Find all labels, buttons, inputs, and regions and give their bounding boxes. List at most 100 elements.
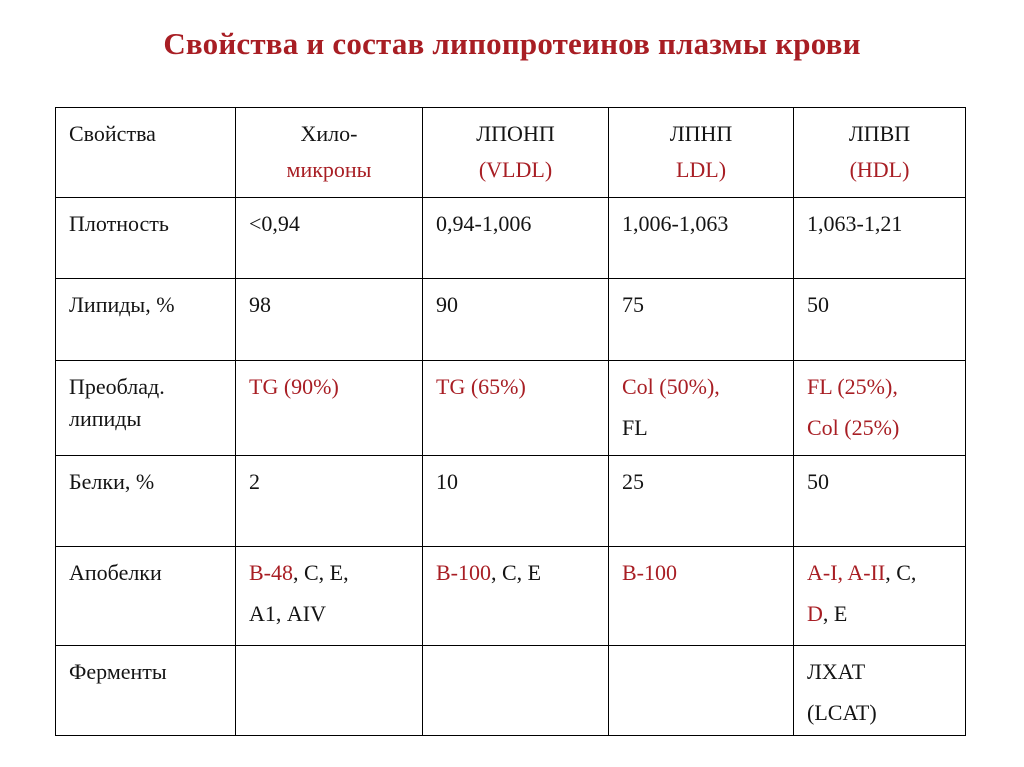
cell-text: , Е <box>822 601 848 627</box>
data-cell: 98 <box>235 278 423 361</box>
cell-text: липиды <box>69 406 142 432</box>
data-cell: 25 <box>608 455 794 547</box>
cell-text: Плотность <box>69 211 169 236</box>
table-row: Белки, % 2 10 25 50 <box>55 455 966 547</box>
page-title: Свойства и состав липопротеинов плазмы к… <box>163 26 861 61</box>
cell-text: Ферменты <box>69 659 167 684</box>
cell-text: Преоблад. <box>69 374 165 399</box>
cell-text: , C, <box>885 560 917 585</box>
table-row: Апобелки В-48, С, Е, А1, AIV В-100, С, Е В-1… <box>55 546 966 646</box>
data-cell: 75 <box>608 278 794 361</box>
cell-line: (LCAT) <box>807 698 952 727</box>
data-cell: 1,063-1,21 <box>793 197 966 279</box>
data-cell: TG (90%) <box>235 360 423 456</box>
cell-line: Свойства <box>69 119 222 148</box>
cell-line: FL <box>622 413 780 442</box>
cell-text-red: (HDL) <box>849 157 910 183</box>
cell-line: Липиды, % <box>69 290 222 319</box>
data-cell: 10 <box>422 455 609 547</box>
cell-line: 50 <box>807 290 952 319</box>
cell-text: <0,94 <box>249 211 300 236</box>
cell-line: А1, AIV <box>249 599 409 628</box>
cell-line: микроны <box>249 155 409 184</box>
cell-text: 75 <box>622 292 644 317</box>
cell-text: ЛПВП <box>848 121 911 146</box>
row-label-cell: Ферменты <box>55 644 236 737</box>
header-cell: ЛПВП (HDL) <box>793 107 966 198</box>
cell-line: 2 <box>249 467 409 496</box>
data-cell: <0,94 <box>235 197 423 279</box>
cell-text: А1, AIV <box>249 601 326 627</box>
table-row: Липиды, % 98 90 75 50 <box>55 278 966 361</box>
cell-text-red: В-100 <box>436 560 491 585</box>
cell-line: <0,94 <box>249 209 409 238</box>
cell-text-red: TG (90%) <box>249 374 339 399</box>
header-cell: Хило-микроны <box>235 107 423 198</box>
cell-text: FL <box>622 415 648 441</box>
table-row: Преоблад. липиды TG (90%) TG (65%) Col (50%)… <box>55 360 966 456</box>
cell-text: 10 <box>436 469 458 494</box>
cell-line: Белки, % <box>69 467 222 496</box>
cell-line: Ферменты <box>69 657 222 686</box>
cell-line: (VLDL) <box>436 155 595 184</box>
row-label-cell: Апобелки <box>55 546 236 646</box>
data-cell <box>422 644 609 737</box>
cell-line: 10 <box>436 467 595 496</box>
cell-line: TG (90%) <box>249 372 409 401</box>
cell-text: 1,006-1,063 <box>622 211 729 236</box>
cell-line: Хило- <box>249 119 409 148</box>
data-cell: Col (50%), FL <box>608 360 794 456</box>
cell-text: Апобелки <box>69 560 162 585</box>
cell-line: 50 <box>807 467 952 496</box>
cell-line: FL (25%), <box>807 372 952 401</box>
cell-line: В-100, С, Е <box>436 558 595 587</box>
cell-text-red: Col (25%) <box>807 415 900 441</box>
cell-text: Хило- <box>300 121 358 146</box>
row-label-cell: Преоблад. липиды <box>55 360 236 456</box>
cell-line: 75 <box>622 290 780 319</box>
cell-text: ЛХАТ <box>807 659 866 684</box>
cell-line: липиды <box>69 404 222 433</box>
cell-line: 0,94-1,006 <box>436 209 595 238</box>
cell-text: 25 <box>622 469 644 494</box>
cell-text: 90 <box>436 292 458 317</box>
cell-text: Белки, % <box>69 469 155 494</box>
data-cell: 90 <box>422 278 609 361</box>
cell-line: ЛПВП <box>807 119 952 148</box>
cell-line: Col (50%), <box>622 372 780 401</box>
cell-line: D, Е <box>807 599 952 628</box>
data-cell: 1,006-1,063 <box>608 197 794 279</box>
cell-line: ЛПНП <box>622 119 780 148</box>
cell-line: LDL) <box>622 155 780 184</box>
data-cell: FL (25%), Col (25%) <box>793 360 966 456</box>
cell-line: ЛПОНП <box>436 119 595 148</box>
data-cell: TG (65%) <box>422 360 609 456</box>
table-row: Плотность <0,94 0,94-1,006 1,006-1,063 1,063… <box>55 197 966 279</box>
cell-text-red: LDL) <box>675 157 727 183</box>
cell-line: 25 <box>622 467 780 496</box>
cell-text: Свойства <box>69 121 156 146</box>
data-cell: 0,94-1,006 <box>422 197 609 279</box>
cell-text-red: FL (25%), <box>807 374 898 399</box>
data-cell: В-100 <box>608 546 794 646</box>
data-cell: 2 <box>235 455 423 547</box>
cell-line: Преоблад. <box>69 372 222 401</box>
cell-text-red: (VLDL) <box>478 157 553 183</box>
cell-text-red: Col (50%), <box>622 374 720 399</box>
cell-text: , С, Е, <box>293 560 349 585</box>
table-header-row: Свойства Хило-микроны ЛПОНП (VLDL) ЛПНП LDL) Л… <box>55 107 966 198</box>
cell-line: 1,006-1,063 <box>622 209 780 238</box>
cell-text: 50 <box>807 292 829 317</box>
header-cell: Свойства <box>55 107 236 198</box>
cell-text: ЛПОНП <box>476 121 555 146</box>
cell-text-red: A-I, A-II <box>807 560 886 585</box>
cell-line: 98 <box>249 290 409 319</box>
cell-line: В-48, С, Е, <box>249 558 409 587</box>
data-cell: 50 <box>793 455 966 547</box>
cell-line: 90 <box>436 290 595 319</box>
cell-text: Липиды, % <box>69 292 175 317</box>
cell-text: 50 <box>807 469 829 494</box>
header-cell: ЛПОНП (VLDL) <box>422 107 609 198</box>
cell-text: 0,94-1,006 <box>436 211 532 236</box>
